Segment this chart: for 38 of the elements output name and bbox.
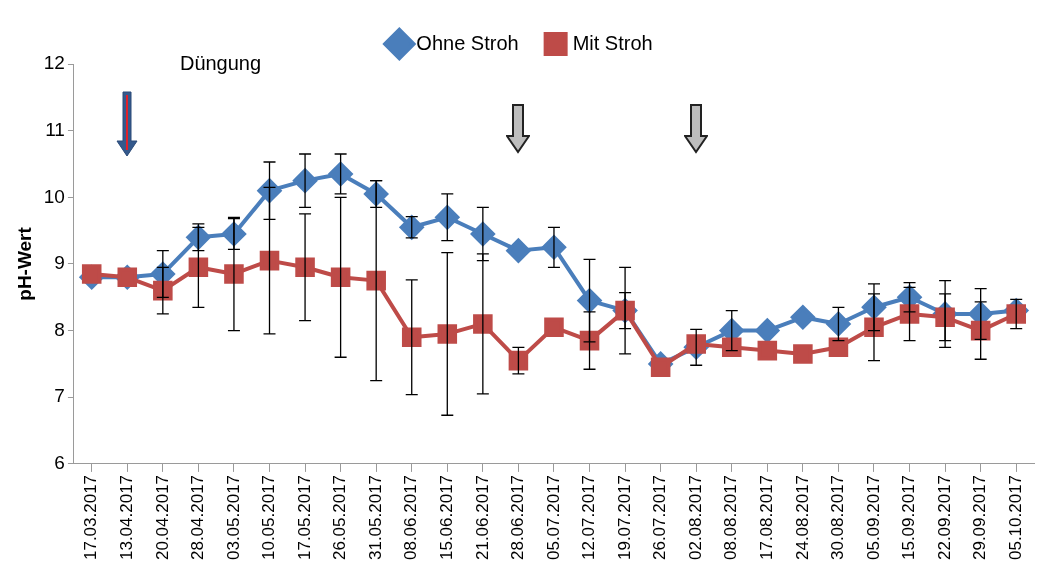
y-tick-label: 11 (45, 118, 65, 140)
x-tick-label: 10.05.2017 (259, 474, 279, 561)
y-tick-label: 8 (54, 318, 65, 340)
x-tick-label: 24.08.2017 (792, 474, 812, 561)
x-tick-label: 20.04.2017 (152, 474, 172, 561)
legend-label: Ohne Stroh (416, 31, 519, 54)
annotation: Düngung (179, 51, 262, 74)
x-tick-label: 03.05.2017 (223, 474, 243, 561)
x-tick-label: 17.03.2017 (81, 474, 101, 561)
x-tick-label: 26.07.2017 (650, 474, 670, 561)
x-tick-label: 05.10.2017 (1005, 474, 1025, 561)
y-tick-label: 12 (43, 52, 65, 74)
y-tick-label: 10 (43, 185, 65, 207)
y-tick-label: 9 (54, 252, 65, 274)
x-tick-label: 17.05.2017 (294, 474, 314, 561)
x-tick-label: 21.06.2017 (472, 474, 492, 561)
x-tick-label: 30.08.2017 (828, 474, 848, 561)
x-tick-label: 15.06.2017 (436, 474, 456, 561)
x-tick-label: 28.04.2017 (188, 474, 208, 561)
legend-label: Mit Stroh (572, 31, 653, 54)
x-tick-label: 22.09.2017 (934, 474, 954, 561)
x-tick-label: 08.08.2017 (721, 474, 741, 561)
x-tick-label: 29.09.2017 (970, 474, 990, 561)
y-tick-label: 7 (54, 385, 65, 407)
x-tick-label: 02.08.2017 (685, 474, 705, 561)
x-tick-label: 26.05.2017 (330, 474, 350, 561)
y-tick-label: 6 (54, 452, 65, 474)
x-tick-label: 31.05.2017 (365, 474, 385, 561)
x-tick-label: 13.04.2017 (116, 474, 136, 561)
x-tick-label: 19.07.2017 (614, 474, 634, 561)
x-tick-label: 12.07.2017 (579, 474, 599, 561)
x-tick-label: 17.08.2017 (757, 474, 776, 561)
x-tick-label: 15.09.2017 (899, 474, 919, 561)
x-tick-label: 05.09.2017 (863, 474, 883, 561)
x-tick-label: 08.06.2017 (401, 474, 421, 561)
x-tick-label: 05.07.2017 (543, 474, 563, 561)
y-axis-title: pH-Wert (13, 226, 35, 301)
x-tick-label: 28.06.2017 (508, 474, 528, 561)
